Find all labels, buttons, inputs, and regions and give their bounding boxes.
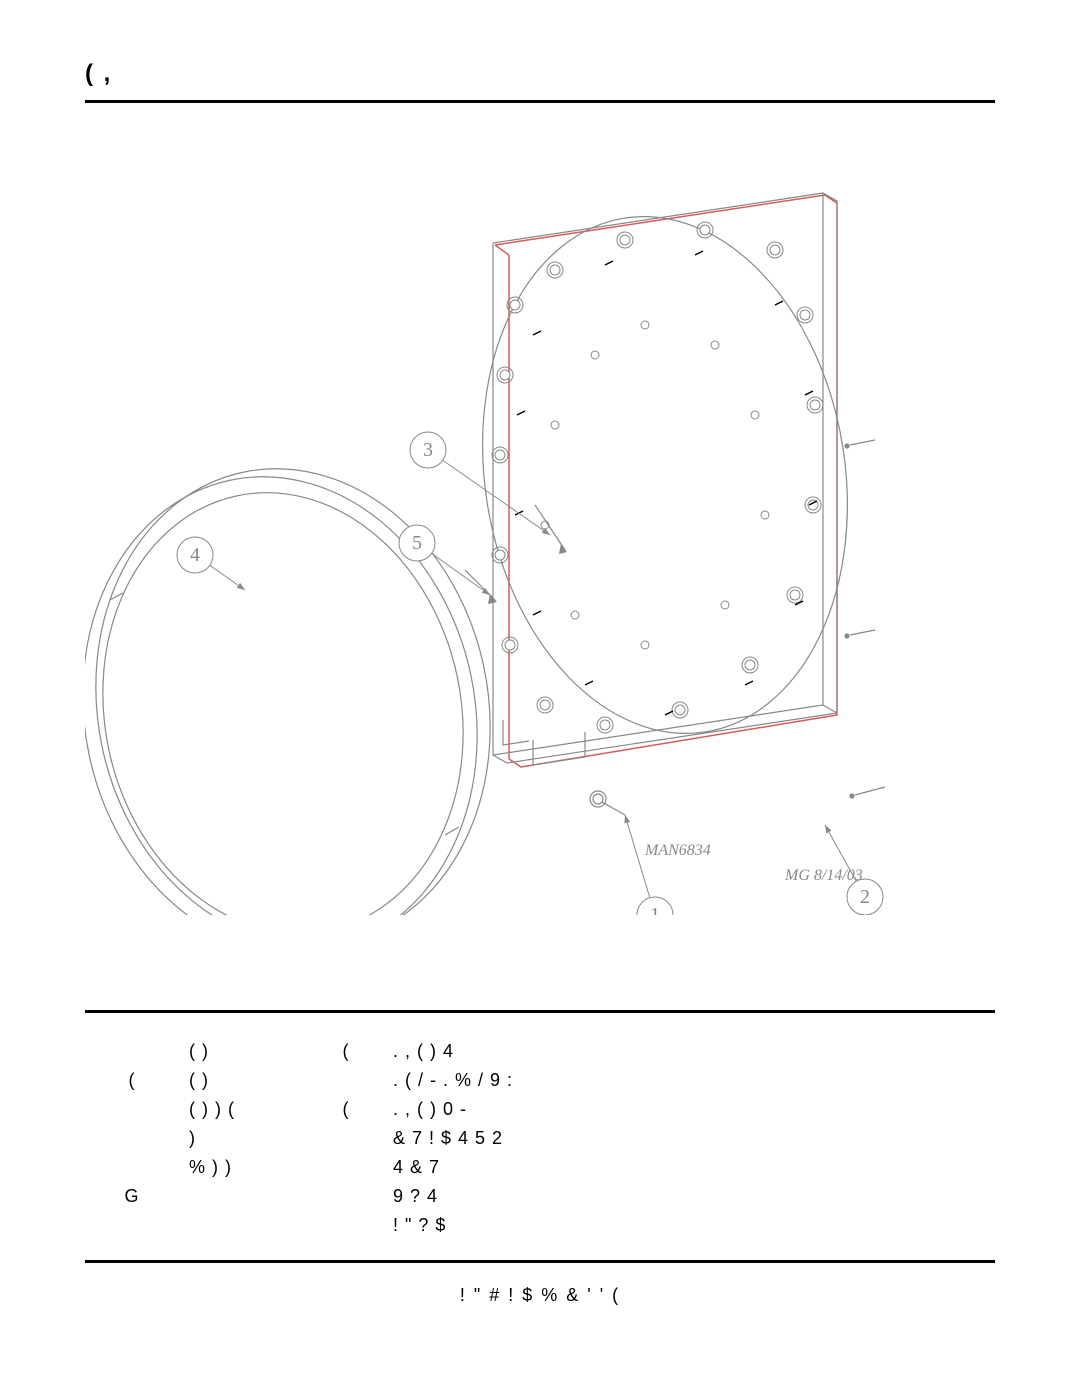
cell-desc: & 7 ! $ 4 5 2 xyxy=(383,1125,993,1152)
cell-desc: 9 ? 4 xyxy=(383,1183,993,1210)
cell-part: ( ) ) ( xyxy=(179,1096,309,1123)
parts-table-head xyxy=(87,1022,993,1036)
cell-desc: ! " ? $ xyxy=(383,1212,993,1239)
cell-illus xyxy=(87,1154,177,1181)
cell-part: ( ) xyxy=(179,1067,309,1094)
cell-part: % ) ) xyxy=(179,1154,309,1181)
table-row: (( ) . ( / - . % / 9 : xyxy=(87,1067,993,1094)
cell-qty: ( xyxy=(311,1096,381,1123)
cell-desc: . , ( ) 4 xyxy=(383,1038,993,1065)
cell-qty xyxy=(311,1125,381,1152)
callout-number: 3 xyxy=(423,439,433,461)
col-part-header xyxy=(179,1022,309,1036)
cell-part: ( ) xyxy=(179,1038,309,1065)
table-row: ( )(. , ( ) 4 xyxy=(87,1038,993,1065)
dwg-man-label: MAN6834 xyxy=(644,842,711,859)
footer-line-1: ! " # ! $ % & ' ' ( xyxy=(0,1285,1080,1306)
callout-number: 1 xyxy=(650,904,660,915)
col-desc-header xyxy=(383,1022,993,1036)
parts-table: ( )(. , ( ) 4(( ). ( / - . % / 9 :( ) ) … xyxy=(85,1020,995,1241)
table-rule-bottom xyxy=(85,1260,995,1263)
exploded-diagram: 1 2 3 4 5 MAN6834 MG 8/14/03 xyxy=(85,155,995,915)
seal-ring xyxy=(85,432,534,915)
cell-illus: ( xyxy=(87,1067,177,1094)
cell-illus: G xyxy=(87,1183,177,1210)
table-row: % ) ) 4 & 7 xyxy=(87,1154,993,1181)
parts-table-body: ( )(. , ( ) 4(( ). ( / - . % / 9 :( ) ) … xyxy=(87,1038,993,1239)
cell-desc: . , ( ) 0 - xyxy=(383,1096,993,1123)
title-rule xyxy=(85,100,995,103)
diagram-svg: 1 2 3 4 5 MAN6834 MG 8/14/03 xyxy=(85,155,995,915)
cell-illus xyxy=(87,1096,177,1123)
callouts: 1 2 3 4 5 xyxy=(177,432,883,915)
cell-illus xyxy=(87,1038,177,1065)
table-row: ) & 7 ! $ 4 5 2 xyxy=(87,1125,993,1152)
callout-number: 4 xyxy=(190,544,200,566)
cell-part xyxy=(179,1212,309,1239)
col-illus-header xyxy=(87,1022,177,1036)
cell-part: ) xyxy=(179,1125,309,1152)
cell-illus xyxy=(87,1125,177,1152)
dwg-date-label: MG 8/14/03 xyxy=(784,867,863,884)
table-row: G 9 ? 4 xyxy=(87,1183,993,1210)
cell-qty xyxy=(311,1183,381,1210)
cell-desc: . ( / - . % / 9 : xyxy=(383,1067,993,1094)
page-title: ( , xyxy=(85,60,112,88)
cell-illus xyxy=(87,1212,177,1239)
cell-part xyxy=(179,1183,309,1210)
callout-number: 5 xyxy=(412,532,422,554)
cell-qty xyxy=(311,1154,381,1181)
cell-desc: 4 & 7 xyxy=(383,1154,993,1181)
cell-qty: ( xyxy=(311,1038,381,1065)
col-qty-header xyxy=(311,1022,381,1036)
cell-qty xyxy=(311,1067,381,1094)
callout-number: 2 xyxy=(860,886,870,908)
cell-qty xyxy=(311,1212,381,1239)
table-rule-top xyxy=(85,1010,995,1013)
table-row: ( ) ) ((. , ( ) 0 - xyxy=(87,1096,993,1123)
table-row: ! " ? $ xyxy=(87,1212,993,1239)
panel-assembly xyxy=(447,190,885,815)
